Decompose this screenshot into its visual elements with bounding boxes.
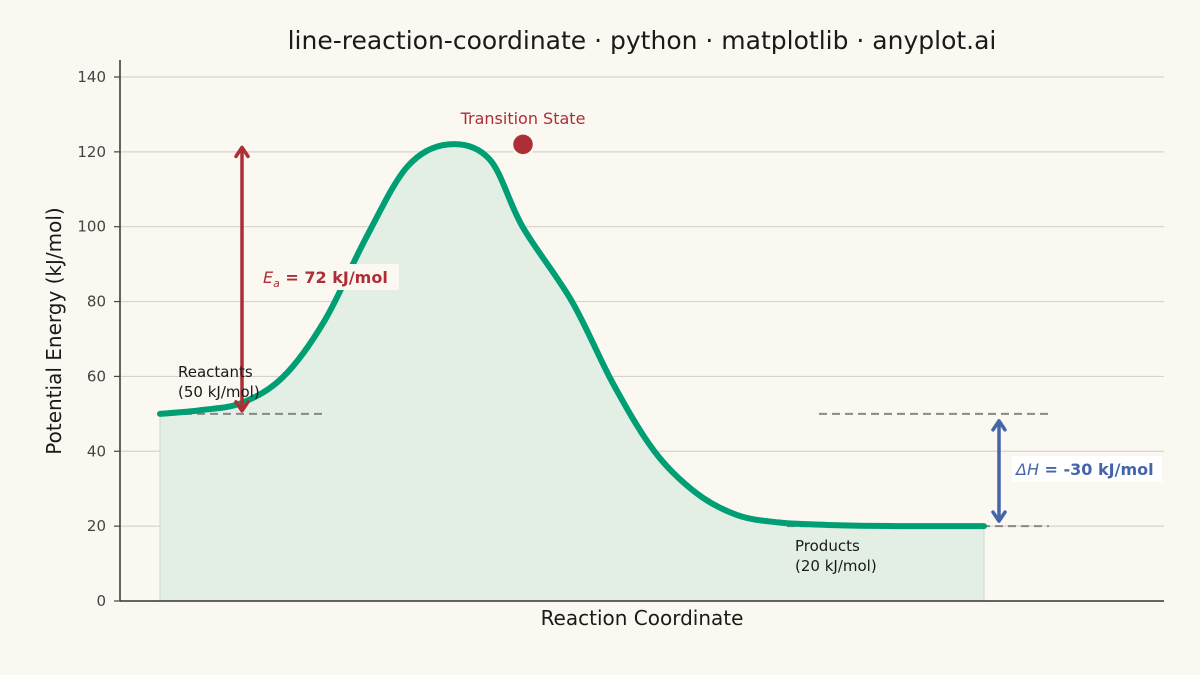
products-energy-label: (20 kJ/mol) xyxy=(795,557,877,575)
y-tick-label-100: 100 xyxy=(77,218,106,236)
y-tick-label-40: 40 xyxy=(87,442,106,460)
y-tick-labels: 0 20 40 60 80 100 120 140 xyxy=(77,68,120,610)
transition-state-marker xyxy=(510,132,536,157)
products-label: Products xyxy=(795,537,860,555)
arrows xyxy=(234,145,1007,523)
activation-energy-arrow xyxy=(234,145,250,413)
reactants-energy-label: (50 kJ/mol) xyxy=(178,383,260,401)
activation-energy-arrow-head-top xyxy=(234,145,250,159)
x-axis-label: Reaction Coordinate xyxy=(541,606,744,630)
enthalpy-change-arrow-head-bottom xyxy=(991,510,1007,523)
enthalpy-change-arrow-head-top xyxy=(991,419,1007,432)
y-tick-label-0: 0 xyxy=(96,592,106,610)
enthalpy-change-arrow xyxy=(991,419,1007,523)
reactants-label: Reactants xyxy=(178,363,253,381)
y-tick-label-80: 80 xyxy=(87,293,106,311)
chart-title: line-reaction-coordinate · python · matp… xyxy=(288,26,997,55)
activation-energy-symbol: E xyxy=(263,268,274,287)
energy-curve-line xyxy=(157,141,987,530)
enthalpy-change-value: = -30 kJ/mol xyxy=(1039,460,1154,479)
enthalpy-change-symbol: ΔH xyxy=(1014,460,1039,479)
activation-energy-subscript: a xyxy=(273,277,280,290)
axes xyxy=(119,60,1164,602)
activation-energy-label-bg xyxy=(257,264,399,290)
y-tick-label-140: 140 xyxy=(77,68,106,86)
activation-energy-label: Ea = 72 kJ/mol xyxy=(263,268,388,290)
y-axis-label: Potential Energy (kJ/mol) xyxy=(42,207,66,454)
enthalpy-label-bg xyxy=(1012,456,1162,482)
activation-energy-value: = 72 kJ/mol xyxy=(280,268,388,287)
y-tick-label-20: 20 xyxy=(87,517,106,535)
enthalpy-change-label: ΔH = -30 kJ/mol xyxy=(1014,460,1154,479)
y-tick-label-120: 120 xyxy=(77,143,106,161)
transition-state-label: Transition State xyxy=(460,109,586,128)
y-tick-label-60: 60 xyxy=(87,367,106,385)
activation-energy-arrow-head-bottom xyxy=(234,400,250,413)
